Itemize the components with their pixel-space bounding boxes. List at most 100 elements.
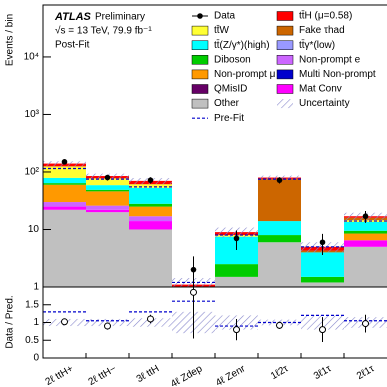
ratio-point — [276, 321, 283, 329]
ratio-point — [362, 320, 369, 328]
stack-segment — [301, 282, 344, 287]
ratio-axis-label: Data / Pred. — [5, 295, 16, 348]
legend-swatch — [191, 84, 209, 94]
stack-segment — [301, 276, 344, 283]
stack-segment — [344, 240, 387, 247]
legend-label: Uncertainty — [299, 98, 350, 109]
ratio-point — [233, 326, 240, 334]
y-tick-label: 10² — [25, 167, 40, 178]
stack-segment — [258, 242, 301, 287]
stack-segment — [43, 177, 86, 184]
legend-label: tt̄γ*(low) — [299, 39, 335, 51]
data-point — [190, 266, 197, 273]
fit-state: Post-Fit — [55, 40, 90, 51]
stack-segment — [43, 209, 86, 287]
stack-segment — [43, 184, 86, 203]
legend-label: Other — [214, 98, 240, 109]
stack-segment — [43, 206, 86, 210]
stack-segment — [86, 212, 129, 287]
x-tick-label: 2ℓ ttH− — [87, 363, 119, 387]
x-tick-label: 4ℓ Zdep — [169, 363, 205, 387]
ratio-point — [104, 322, 111, 330]
legend-swatch — [276, 11, 294, 21]
stack-segment — [43, 202, 86, 207]
legend-label: tt̄H (μ=0.58) — [299, 9, 352, 21]
ratio-y-tick-label: 1.5 — [25, 299, 39, 310]
stack-segment — [215, 264, 258, 277]
legend-swatch — [276, 84, 294, 94]
legend-swatch — [276, 25, 294, 36]
stack-segment — [86, 191, 129, 206]
stack-segment — [258, 178, 301, 222]
legend-label: Multi Non-prompt — [299, 69, 376, 80]
stack-segment — [43, 166, 86, 178]
stack-segment — [258, 235, 301, 243]
ratio-point — [61, 318, 68, 326]
legend-swatch — [276, 69, 294, 80]
legend-swatch — [191, 98, 209, 109]
stack-segment — [129, 221, 172, 230]
data-point — [147, 177, 154, 183]
status: Preliminary — [95, 12, 145, 23]
stack-segment — [258, 221, 301, 236]
legend-label: Mat Conv — [299, 84, 342, 95]
y-axis-label: Events / bin — [5, 14, 16, 66]
data-point — [104, 174, 111, 181]
top-panel — [43, 159, 387, 287]
ratio-y-tick-label: 0 — [33, 353, 39, 364]
stack-segment — [86, 205, 129, 210]
stack-segment — [86, 189, 129, 192]
x-tick-label: 3ℓ1τ — [312, 363, 333, 382]
y-tick-label: 1 — [33, 282, 39, 293]
stack-segment — [129, 206, 172, 217]
legend-swatch — [191, 40, 209, 50]
legend-label: Pre-Fit — [214, 113, 244, 124]
x-tick-label: 1ℓ2τ — [269, 363, 290, 382]
stack-segment — [86, 185, 129, 190]
stack-segment — [344, 230, 387, 234]
legend-label: Fake τhad — [299, 25, 345, 36]
ratio-y-tick-label: 0.5 — [25, 335, 39, 346]
ratio-panel — [43, 287, 387, 343]
y-tick-label: 10³ — [25, 109, 40, 120]
ratio-point — [319, 326, 326, 334]
ratio-point — [147, 315, 154, 323]
legend-swatch — [191, 55, 209, 65]
legend-data-marker — [197, 13, 203, 19]
legend-label: tt̄W — [214, 24, 230, 36]
stack-segment — [86, 209, 129, 213]
legend-swatch — [191, 25, 209, 36]
stack-segment — [129, 216, 172, 222]
legend-label: Data — [214, 11, 236, 22]
y-tick-label: 10 — [28, 224, 40, 235]
energy-lumi: √s = 13 TeV, 79.9 fb⁻¹ — [55, 25, 152, 37]
ratio-point — [190, 288, 197, 296]
legend-label: tt̄(Z/γ*)(high) — [214, 39, 270, 51]
legend-swatch — [276, 40, 294, 50]
y-tick-label: 10⁴ — [24, 52, 39, 63]
stack-segment — [86, 178, 129, 186]
data-point — [276, 177, 283, 183]
legend-label: Diboson — [214, 54, 251, 65]
legend-label: Non-prompt e — [299, 54, 361, 65]
stack-segment — [301, 252, 344, 277]
data-point — [362, 213, 369, 220]
legend-swatch — [191, 69, 209, 80]
ratio-y-tick-label: 1 — [33, 317, 39, 328]
x-tick-label: 3ℓ ttH — [135, 363, 162, 385]
stack-segment — [344, 233, 387, 241]
legend-swatch — [276, 55, 294, 65]
stack-segment — [43, 183, 86, 185]
x-tick-label: 4ℓ Zenr — [214, 363, 248, 387]
data-point — [319, 239, 326, 246]
x-tick-label: 2ℓ ttH+ — [44, 363, 76, 387]
experiment: ATLAS — [54, 11, 92, 23]
stack-segment — [129, 184, 172, 188]
data-point — [61, 159, 68, 165]
stack-segment — [129, 187, 172, 204]
data-point — [233, 235, 240, 242]
legend-label: Non-prompt μ — [214, 69, 276, 80]
legend-label: QMisID — [214, 84, 247, 95]
stack-segment — [344, 221, 387, 231]
